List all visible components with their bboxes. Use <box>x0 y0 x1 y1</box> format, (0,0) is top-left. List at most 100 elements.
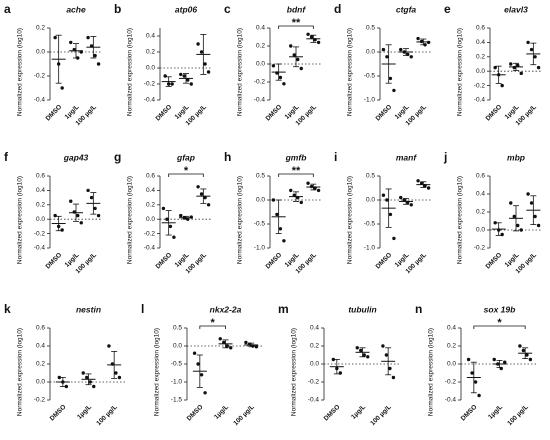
y-axis-label: Normalized expression (log10) <box>17 28 24 116</box>
data-point <box>76 213 80 218</box>
y-tick-label: -0.4 <box>445 397 457 404</box>
y-axis-label: Normalized expression (log10) <box>291 328 298 416</box>
data-point <box>402 198 406 202</box>
data-point <box>526 192 530 196</box>
x-tick-label: DMSO <box>186 404 205 423</box>
panel-title: sox 19b <box>484 304 516 314</box>
panel-letter: g <box>114 150 121 164</box>
data-point <box>381 344 385 348</box>
data-point <box>299 200 303 205</box>
data-point <box>179 213 183 218</box>
panel: g gfap Normalized expression (log10) -0.4 -0… <box>114 150 212 275</box>
data-point <box>199 192 204 196</box>
data-point <box>172 235 176 239</box>
y-tick-label: -0.4 <box>254 97 266 104</box>
data-point <box>518 344 522 348</box>
y-axis-label: Normalized expression (log10) <box>237 176 244 264</box>
data-point <box>81 371 85 375</box>
data-point <box>529 47 534 52</box>
panel-letter: e <box>444 2 451 16</box>
x-tick-label: DMSO <box>45 104 64 123</box>
y-tick-label: -0.4 <box>474 97 486 104</box>
y-tick-label: -1.0 <box>364 97 376 104</box>
y-axis-label: Normalized expression (log10) <box>17 176 24 264</box>
data-point <box>289 188 293 193</box>
panel: h gmfb Normalized expression (log10) -1.0 -0… <box>224 150 322 275</box>
data-point <box>192 351 197 355</box>
y-tick-label: -0.4 <box>144 97 156 104</box>
significance-label: ** <box>292 17 301 29</box>
data-point <box>536 223 541 228</box>
panel-title: tubulin <box>348 304 376 314</box>
data-point <box>225 344 229 348</box>
data-point <box>331 357 336 362</box>
y-tick-label: -0.2 <box>254 79 266 86</box>
data-point <box>69 40 73 45</box>
data-point <box>199 50 204 54</box>
data-point <box>500 83 504 88</box>
data-point <box>254 345 259 349</box>
data-point <box>86 188 90 193</box>
x-tick-label: DMSO <box>485 104 504 123</box>
panel-letter: k <box>4 302 11 316</box>
y-tick-label: -1.5 <box>171 397 183 404</box>
panel-letter: c <box>224 2 231 16</box>
panel: l nkx2-2a Normalized expression (log10) -1.… <box>141 302 264 427</box>
data-point <box>416 36 420 41</box>
data-point <box>512 214 516 219</box>
data-point <box>206 203 211 207</box>
data-point <box>525 353 529 357</box>
x-tick-label: 100 µg/L <box>369 404 392 427</box>
data-point <box>516 63 520 68</box>
data-point <box>114 371 118 375</box>
panel: m tubulin Normalized expression (log10) -0.… <box>278 302 401 427</box>
data-point <box>426 186 431 190</box>
panel-letter: l <box>141 302 144 316</box>
y-tick-label: 0.0 <box>256 197 265 204</box>
significance-label: * <box>211 317 216 329</box>
y-tick-label: -0.2 <box>34 73 46 80</box>
significance-label: * <box>497 317 502 329</box>
y-tick-label: -0.2 <box>474 82 486 89</box>
data-point <box>516 223 520 228</box>
y-tick-label: 0.2 <box>146 202 155 209</box>
y-tick-label: -0.4 <box>308 397 320 404</box>
data-point <box>388 212 393 217</box>
y-axis-label: Normalized expression (log10) <box>347 176 354 264</box>
data-point <box>309 35 314 39</box>
panel-title: mbp <box>507 152 525 162</box>
y-tick-label: 0.6 <box>476 25 485 32</box>
y-tick-label: -0.5 <box>364 73 376 80</box>
y-tick-label: 0.0 <box>366 197 375 204</box>
data-point <box>182 74 186 78</box>
y-tick-label: 0.5 <box>366 25 375 32</box>
data-point <box>86 35 90 40</box>
data-point <box>362 353 366 357</box>
data-point <box>222 340 226 345</box>
y-axis-label: Normalized expression (log10) <box>237 28 244 116</box>
y-tick-label: 0.2 <box>476 54 485 61</box>
y-tick-label: 0.0 <box>447 361 456 368</box>
data-point <box>477 393 481 398</box>
y-tick-label: -0.2 <box>445 379 457 386</box>
data-point <box>275 212 279 217</box>
y-axis-label: Normalized expression (log10) <box>457 176 464 264</box>
panel-title: ctgfa <box>396 4 417 14</box>
y-axis-label: Normalized expression (log10) <box>457 28 464 116</box>
y-axis-label: Normalized expression (log10) <box>127 28 134 116</box>
y-tick-label: 0.0 <box>256 61 265 68</box>
data-point <box>388 366 392 371</box>
y-tick-label: 0.6 <box>476 173 485 180</box>
panel: j mbp Normalized expression (log10) -0.2 0.0… <box>443 150 542 275</box>
y-tick-label: -0.5 <box>364 221 376 228</box>
x-tick-label: 1µg/L <box>213 404 230 421</box>
x-tick-label: DMSO <box>375 104 394 123</box>
data-point <box>196 362 200 366</box>
data-point <box>299 66 303 71</box>
y-tick-label: 0.0 <box>173 343 182 350</box>
data-point <box>161 206 166 211</box>
data-point <box>282 239 286 243</box>
y-tick-label: 0.4 <box>146 33 155 40</box>
data-point <box>289 44 293 48</box>
data-point <box>203 195 207 200</box>
